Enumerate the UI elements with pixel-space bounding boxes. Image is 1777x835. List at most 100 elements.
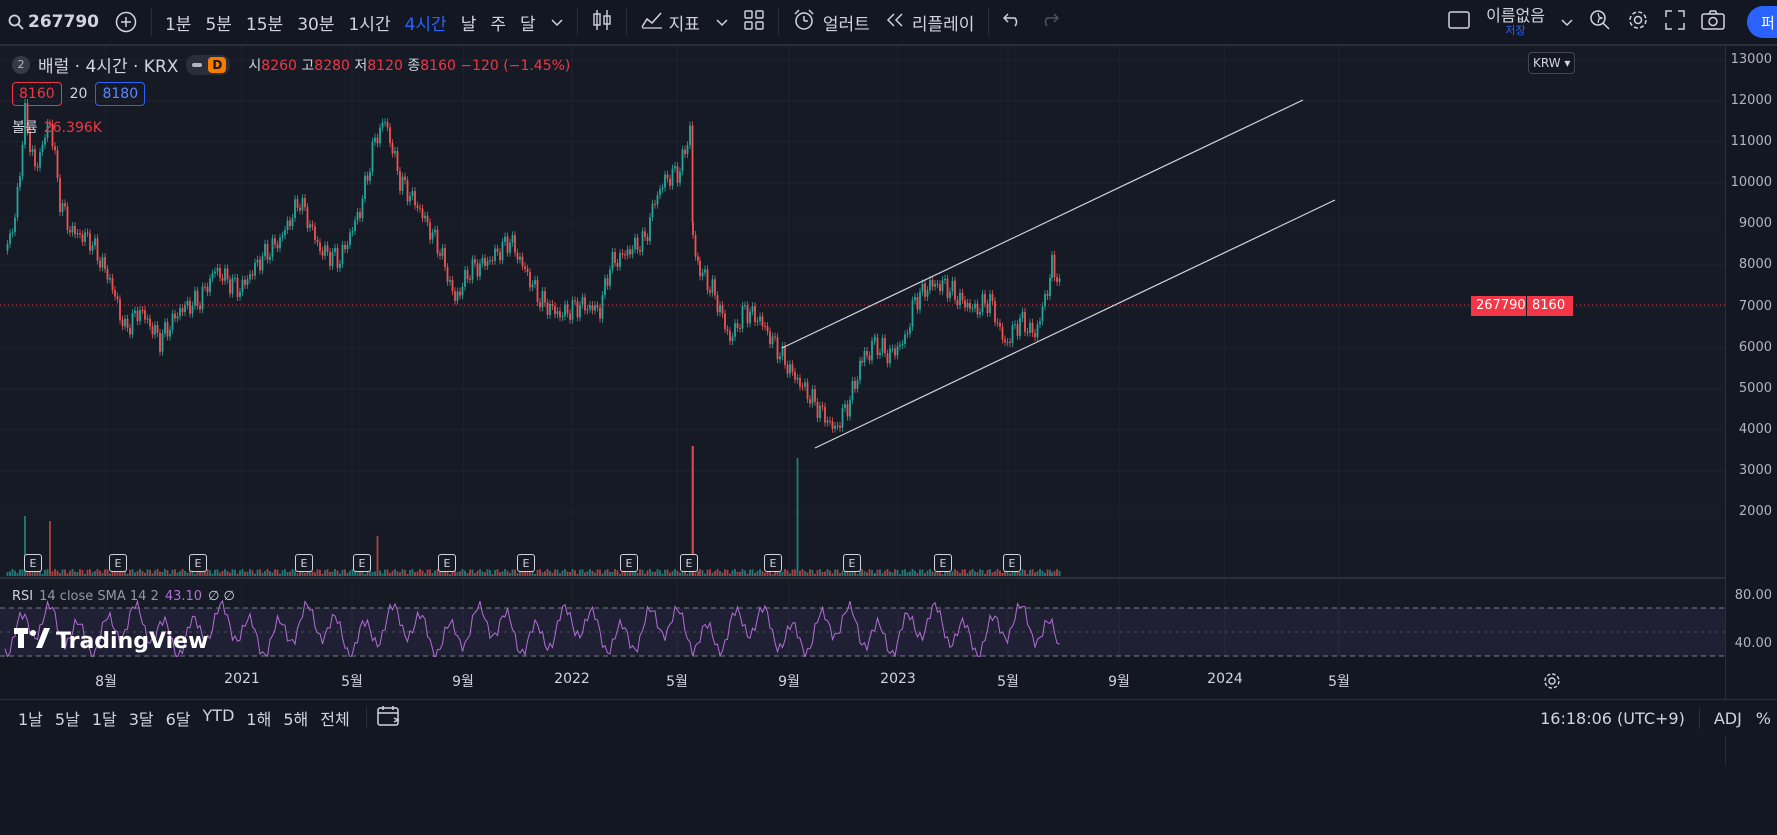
chart-type-button[interactable] — [584, 0, 620, 44]
candle-body — [244, 279, 246, 285]
date-range-button[interactable] — [376, 705, 401, 731]
volume-bar — [89, 569, 91, 576]
trendline-lower[interactable] — [814, 199, 1336, 449]
interval-8[interactable]: 달 — [519, 14, 536, 35]
range-8[interactable]: 전체 — [320, 710, 350, 729]
percent-button[interactable]: % — [1755, 708, 1771, 728]
volume-bar — [489, 570, 491, 576]
earnings-marker[interactable]: E — [353, 554, 371, 572]
volume-bar — [319, 569, 321, 576]
replay-button[interactable]: 리플레이 — [878, 0, 983, 44]
candle-body — [634, 237, 636, 250]
candle-body — [1058, 278, 1061, 282]
range-5[interactable]: YTD — [202, 706, 235, 725]
axis-settings-button[interactable] — [1543, 672, 1561, 694]
candle-body — [269, 256, 271, 260]
volume-bar — [969, 570, 971, 576]
price-axis[interactable]: 13000 12000 11000 10000 9000 8000 7000 6000 5000… — [1725, 46, 1777, 766]
layout-name-button[interactable]: 이름없음 저장 — [1478, 0, 1553, 44]
volume-bar — [191, 569, 194, 576]
range-3[interactable]: 3달 — [128, 710, 154, 729]
range-1[interactable]: 5날 — [54, 710, 80, 729]
earnings-marker[interactable]: E — [620, 554, 638, 572]
undo-button[interactable] — [995, 0, 1031, 44]
candle-body — [381, 122, 384, 128]
volume-bar — [846, 571, 849, 576]
buy-button[interactable]: 8180 — [95, 82, 146, 106]
candle-body — [926, 290, 929, 297]
volume-bar — [476, 570, 479, 576]
volume-bar — [664, 569, 666, 576]
range-7[interactable]: 5해 — [283, 710, 309, 729]
alert-button[interactable]: 얼러트 — [785, 0, 878, 44]
earnings-marker[interactable]: E — [843, 554, 861, 572]
adj-button[interactable]: ADJ — [1713, 708, 1742, 728]
clock-button[interactable]: 16:18:06 (UTC+9) — [1540, 708, 1685, 728]
time-axis[interactable]: 8월 2021 5월 9월 2022 5월 9월 2023 5월 9월 2024 5월 — [0, 659, 1725, 699]
volume-bar — [441, 572, 444, 576]
currency-button[interactable]: KRW ▾ — [1528, 52, 1576, 74]
interval-dropdown-button[interactable] — [543, 0, 571, 44]
earnings-marker[interactable]: E — [189, 554, 207, 572]
price-tick-label: 6000 — [1738, 340, 1772, 355]
range-2[interactable]: 1달 — [91, 710, 117, 729]
redo-button[interactable] — [1031, 0, 1067, 44]
candle-body — [236, 277, 239, 297]
volume-bar — [124, 570, 126, 576]
snapshot-button[interactable] — [1693, 0, 1733, 44]
publish-button[interactable]: 퍼 — [1747, 6, 1777, 38]
candle-body — [401, 176, 404, 191]
rsi-label[interactable]: RSI — [12, 589, 34, 604]
candle-body — [889, 348, 891, 364]
interval-1[interactable]: 5분 — [205, 14, 232, 35]
candle-body — [389, 127, 391, 144]
interval-5[interactable]: 4시간 — [404, 14, 447, 35]
candle-body — [511, 235, 514, 243]
symbol-search[interactable]: 267790 — [0, 0, 107, 44]
sell-button[interactable]: 8160 — [12, 82, 62, 106]
candle-body — [1056, 277, 1058, 282]
data-status-pill[interactable]: D — [186, 54, 231, 75]
range-4[interactable]: 6달 — [165, 710, 191, 729]
candle-body — [121, 319, 124, 327]
candle-body — [384, 122, 386, 124]
settings-button[interactable] — [1619, 0, 1657, 44]
price-chart[interactable] — [0, 46, 1725, 661]
range-6[interactable]: 1해 — [246, 710, 272, 729]
interval-7[interactable]: 주 — [490, 14, 506, 35]
interval-6[interactable]: 날 — [460, 14, 477, 35]
trendline-upper[interactable] — [781, 99, 1304, 349]
earnings-marker[interactable]: E — [295, 554, 313, 572]
earnings-marker[interactable]: E — [764, 554, 782, 572]
quick-search-button[interactable] — [1581, 0, 1619, 44]
volume-bar — [431, 573, 434, 576]
earnings-marker[interactable]: E — [24, 554, 42, 572]
interval-3[interactable]: 30분 — [297, 14, 335, 35]
candle-body — [871, 340, 873, 361]
interval-0[interactable]: 1분 — [164, 14, 192, 35]
candle-body — [994, 301, 996, 323]
interval-2[interactable]: 15분 — [245, 14, 284, 35]
volume-bar — [959, 573, 961, 576]
fullscreen-button[interactable] — [1657, 0, 1693, 44]
candle-body — [19, 176, 21, 187]
earnings-marker[interactable]: E — [438, 554, 456, 572]
earnings-marker[interactable]: E — [517, 554, 535, 572]
candle-body — [189, 300, 191, 314]
earnings-marker[interactable]: E — [934, 554, 952, 572]
earnings-marker[interactable]: E — [1003, 554, 1021, 572]
range-0[interactable]: 1날 — [18, 710, 43, 729]
candle-body — [991, 294, 994, 302]
indicators-button[interactable]: 지표 — [633, 0, 708, 44]
layout-dropdown[interactable] — [1553, 0, 1581, 44]
layouts-button[interactable] — [736, 0, 772, 44]
earnings-marker[interactable]: E — [109, 554, 127, 572]
candle-body — [309, 224, 311, 228]
interval-4[interactable]: 1시간 — [348, 14, 391, 35]
indicators-dropdown[interactable] — [708, 0, 736, 44]
chart-pane[interactable] — [0, 46, 1725, 661]
earnings-marker[interactable]: E — [680, 554, 698, 572]
compare-button[interactable] — [107, 0, 145, 44]
series-title[interactable]: 배럴 · 4시간 · KRX — [38, 57, 179, 77]
layout-toggle-button[interactable] — [1440, 0, 1478, 44]
